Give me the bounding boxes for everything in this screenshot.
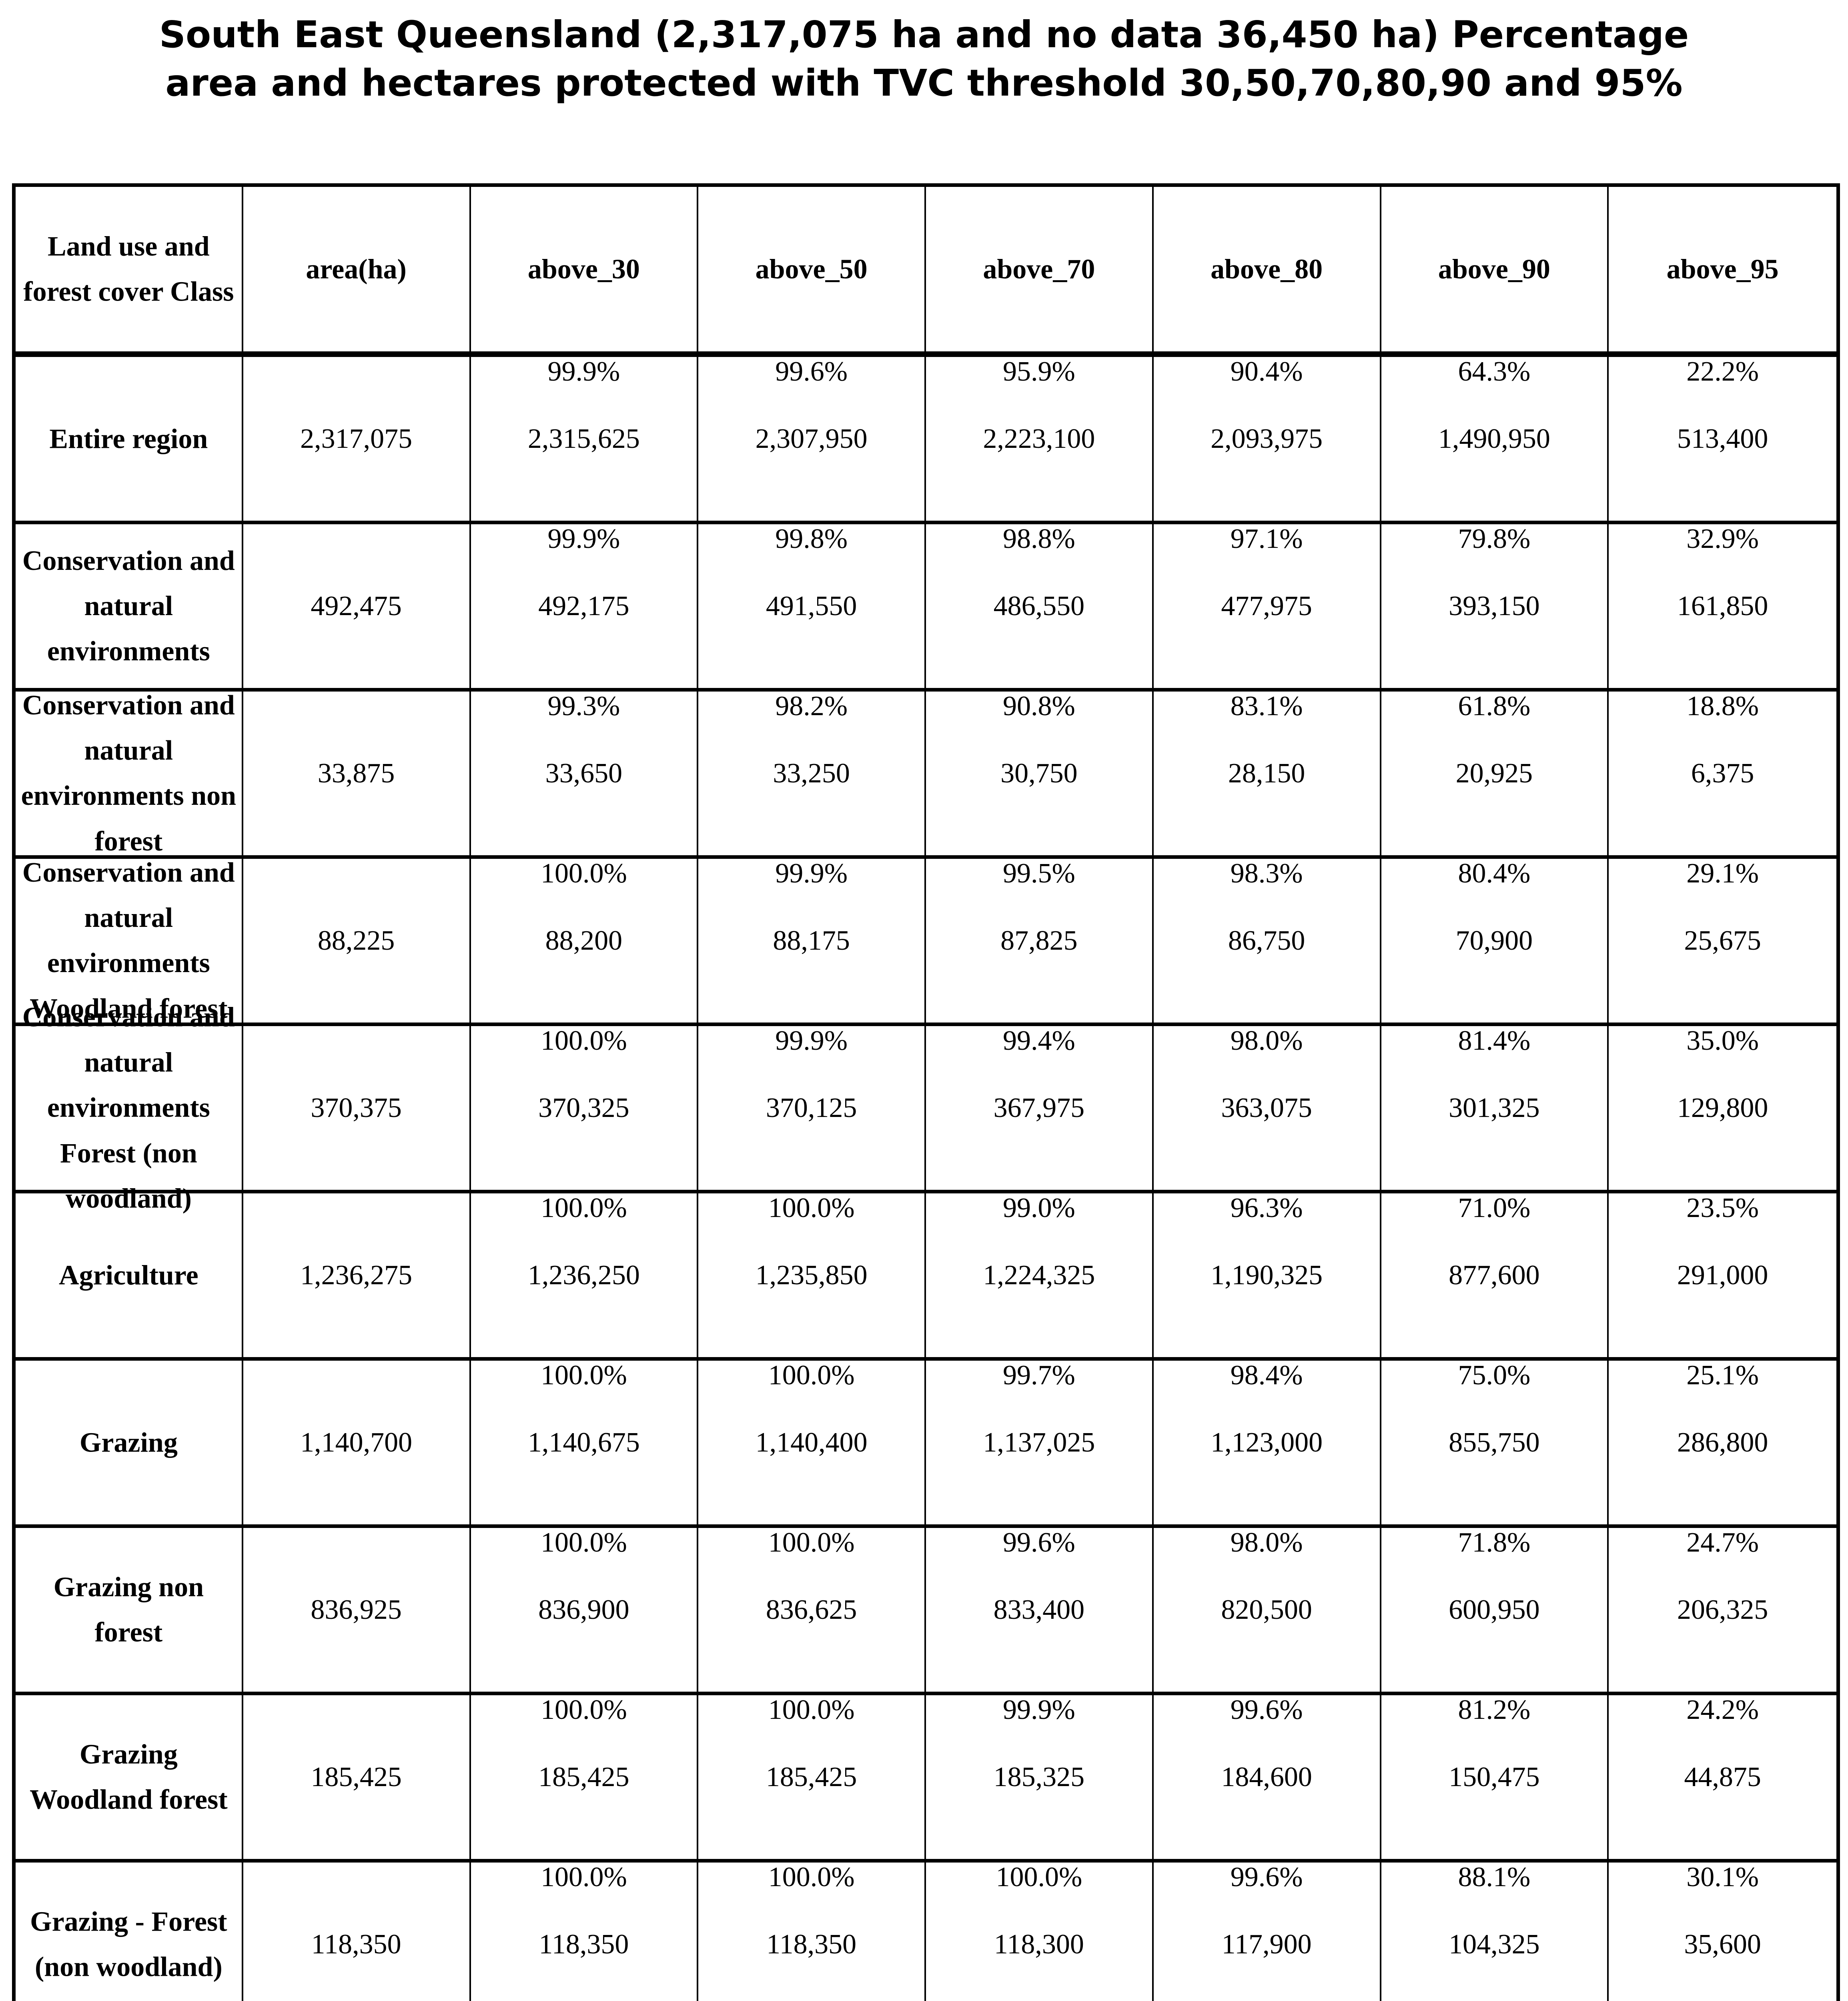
row-label-cell: Agriculture <box>16 1193 243 1361</box>
data-cell: 99.9% 88,175 <box>698 858 926 1026</box>
row-label-cell: Grazing Woodland forest <box>16 1695 243 1863</box>
data-cell: 99.4% 367,975 <box>926 1025 1154 1193</box>
data-cell: 71.0% 877,600 <box>1381 1193 1609 1361</box>
area-cell: 185,425 <box>243 1695 471 1863</box>
data-cell: 75.0% 855,750 <box>1381 1360 1609 1528</box>
area-cell: 836,925 <box>243 1528 471 1695</box>
row-label-cell: Conservation and natural environments Wo… <box>16 857 243 1026</box>
col-header-above-80: above_80 <box>1153 187 1381 357</box>
data-cell: 99.9% 185,325 <box>926 1694 1154 1863</box>
row-label-cell: Conservation and natural environments <box>16 524 243 692</box>
data-cell: 99.6% 2,307,950 <box>698 356 926 524</box>
area-cell: 118,350 <box>243 1863 471 2001</box>
row-label-cell: Grazing <box>16 1361 243 1528</box>
data-cell: 81.4% 301,325 <box>1381 1025 1609 1193</box>
data-cell: 35.0% 129,800 <box>1609 1025 1836 1193</box>
data-cell: 96.3% 1,190,325 <box>1153 1193 1381 1361</box>
area-cell: 88,225 <box>243 859 471 1026</box>
data-cell: 100.0% 836,900 <box>471 1527 699 1695</box>
row-label-cell: Grazing - Forest (non woodland) <box>16 1863 243 2001</box>
data-cell: 100.0% 1,236,250 <box>471 1193 699 1361</box>
data-cell: 88.1% 104,325 <box>1381 1862 1609 2001</box>
data-cell: 79.8% 393,150 <box>1381 523 1609 692</box>
data-cell: 80.4% 70,900 <box>1381 858 1609 1026</box>
data-cell: 99.5% 87,825 <box>926 858 1154 1026</box>
row-label-cell: Entire region <box>16 357 243 524</box>
data-cell: 24.7% 206,325 <box>1609 1527 1836 1695</box>
area-cell: 1,140,700 <box>243 1361 471 1528</box>
data-cell: 23.5% 291,000 <box>1609 1193 1836 1361</box>
data-cell: 32.9% 161,850 <box>1609 523 1836 692</box>
data-cell: 64.3% 1,490,950 <box>1381 356 1609 524</box>
area-cell: 370,375 <box>243 1026 471 1193</box>
col-header-above-95: above_95 <box>1609 187 1836 357</box>
data-cell: 97.1% 477,975 <box>1153 523 1381 692</box>
page-title: South East Queensland (2,317,075 ha and … <box>0 10 1848 108</box>
col-header-above-30: above_30 <box>471 187 699 357</box>
col-header-above-70: above_70 <box>926 187 1154 357</box>
data-cell: 99.6% 184,600 <box>1153 1694 1381 1863</box>
page-title-line1: South East Queensland (2,317,075 ha and … <box>159 13 1689 56</box>
data-cell: 83.1% 28,150 <box>1153 691 1381 859</box>
data-cell: 99.6% 117,900 <box>1154 1862 1381 2001</box>
data-cell: 30.1% 35,600 <box>1609 1862 1836 2001</box>
data-cell: 98.2% 33,250 <box>698 691 926 859</box>
data-cell: 99.3% 33,650 <box>471 691 699 859</box>
data-cell: 100.0% 88,200 <box>471 858 699 1026</box>
col-header-above-90: above_90 <box>1381 187 1609 357</box>
area-cell: 33,875 <box>243 692 471 859</box>
data-cell: 100.0% 118,300 <box>926 1862 1154 2001</box>
data-cell: 100.0% 118,350 <box>698 1862 926 2001</box>
data-cell: 90.4% 2,093,975 <box>1153 356 1381 524</box>
row-label-cell: Conservation and natural environments no… <box>16 690 243 859</box>
data-cell: 99.6% 833,400 <box>926 1527 1154 1695</box>
data-cell: 100.0% 185,425 <box>698 1694 926 1863</box>
data-cell: 98.0% 820,500 <box>1153 1527 1381 1695</box>
data-cell: 100.0% 836,625 <box>698 1527 926 1695</box>
data-cell: 99.9% 492,175 <box>471 523 699 692</box>
data-cell: 98.8% 486,550 <box>926 523 1154 692</box>
data-cell: 100.0% 370,325 <box>471 1025 699 1193</box>
row-label-cell: Grazing non forest <box>16 1528 243 1695</box>
data-cell: 98.3% 86,750 <box>1153 858 1381 1026</box>
data-cell: 100.0% 118,350 <box>471 1862 699 2001</box>
data-cell: 95.9% 2,223,100 <box>926 356 1154 524</box>
data-cell: 99.8% 491,550 <box>698 523 926 692</box>
data-cell: 98.4% 1,123,000 <box>1153 1360 1381 1528</box>
data-cell: 29.1% 25,675 <box>1609 858 1836 1026</box>
area-cell: 492,475 <box>243 524 471 692</box>
data-cell: 25.1% 286,800 <box>1609 1360 1836 1528</box>
area-cell: 2,317,075 <box>243 357 471 524</box>
data-cell: 18.8% 6,375 <box>1609 691 1836 859</box>
data-cell: 90.8% 30,750 <box>926 691 1154 859</box>
data-cell: 100.0% 185,425 <box>471 1694 699 1863</box>
data-cell: 100.0% 1,140,675 <box>471 1360 699 1528</box>
col-header-area: area(ha) <box>243 187 471 357</box>
data-cell: 99.9% 2,315,625 <box>471 356 699 524</box>
col-header-above-50: above_50 <box>698 187 926 357</box>
data-cell: 100.0% 1,235,850 <box>698 1193 926 1361</box>
page-title-line2: area and hectares protected with TVC thr… <box>165 62 1683 105</box>
data-cell: 100.0% 1,140,400 <box>698 1360 926 1528</box>
data-cell: 98.0% 363,075 <box>1153 1025 1381 1193</box>
data-cell: 71.8% 600,950 <box>1381 1527 1609 1695</box>
data-cell: 24.2% 44,875 <box>1609 1694 1836 1863</box>
col-header-class: Land use and forest cover Class <box>16 187 243 357</box>
data-cell: 99.9% 370,125 <box>698 1025 926 1193</box>
tvc-table: Land use and forest cover Class area(ha)… <box>12 183 1840 2001</box>
area-cell: 1,236,275 <box>243 1193 471 1361</box>
row-label-cell: Conservation and natural environments Fo… <box>16 1002 243 1214</box>
data-cell: 61.8% 20,925 <box>1381 691 1609 859</box>
data-cell: 99.7% 1,137,025 <box>926 1360 1154 1528</box>
data-cell: 22.2% 513,400 <box>1609 356 1836 524</box>
data-cell: 81.2% 150,475 <box>1381 1694 1609 1863</box>
data-cell: 99.0% 1,224,325 <box>926 1193 1154 1361</box>
